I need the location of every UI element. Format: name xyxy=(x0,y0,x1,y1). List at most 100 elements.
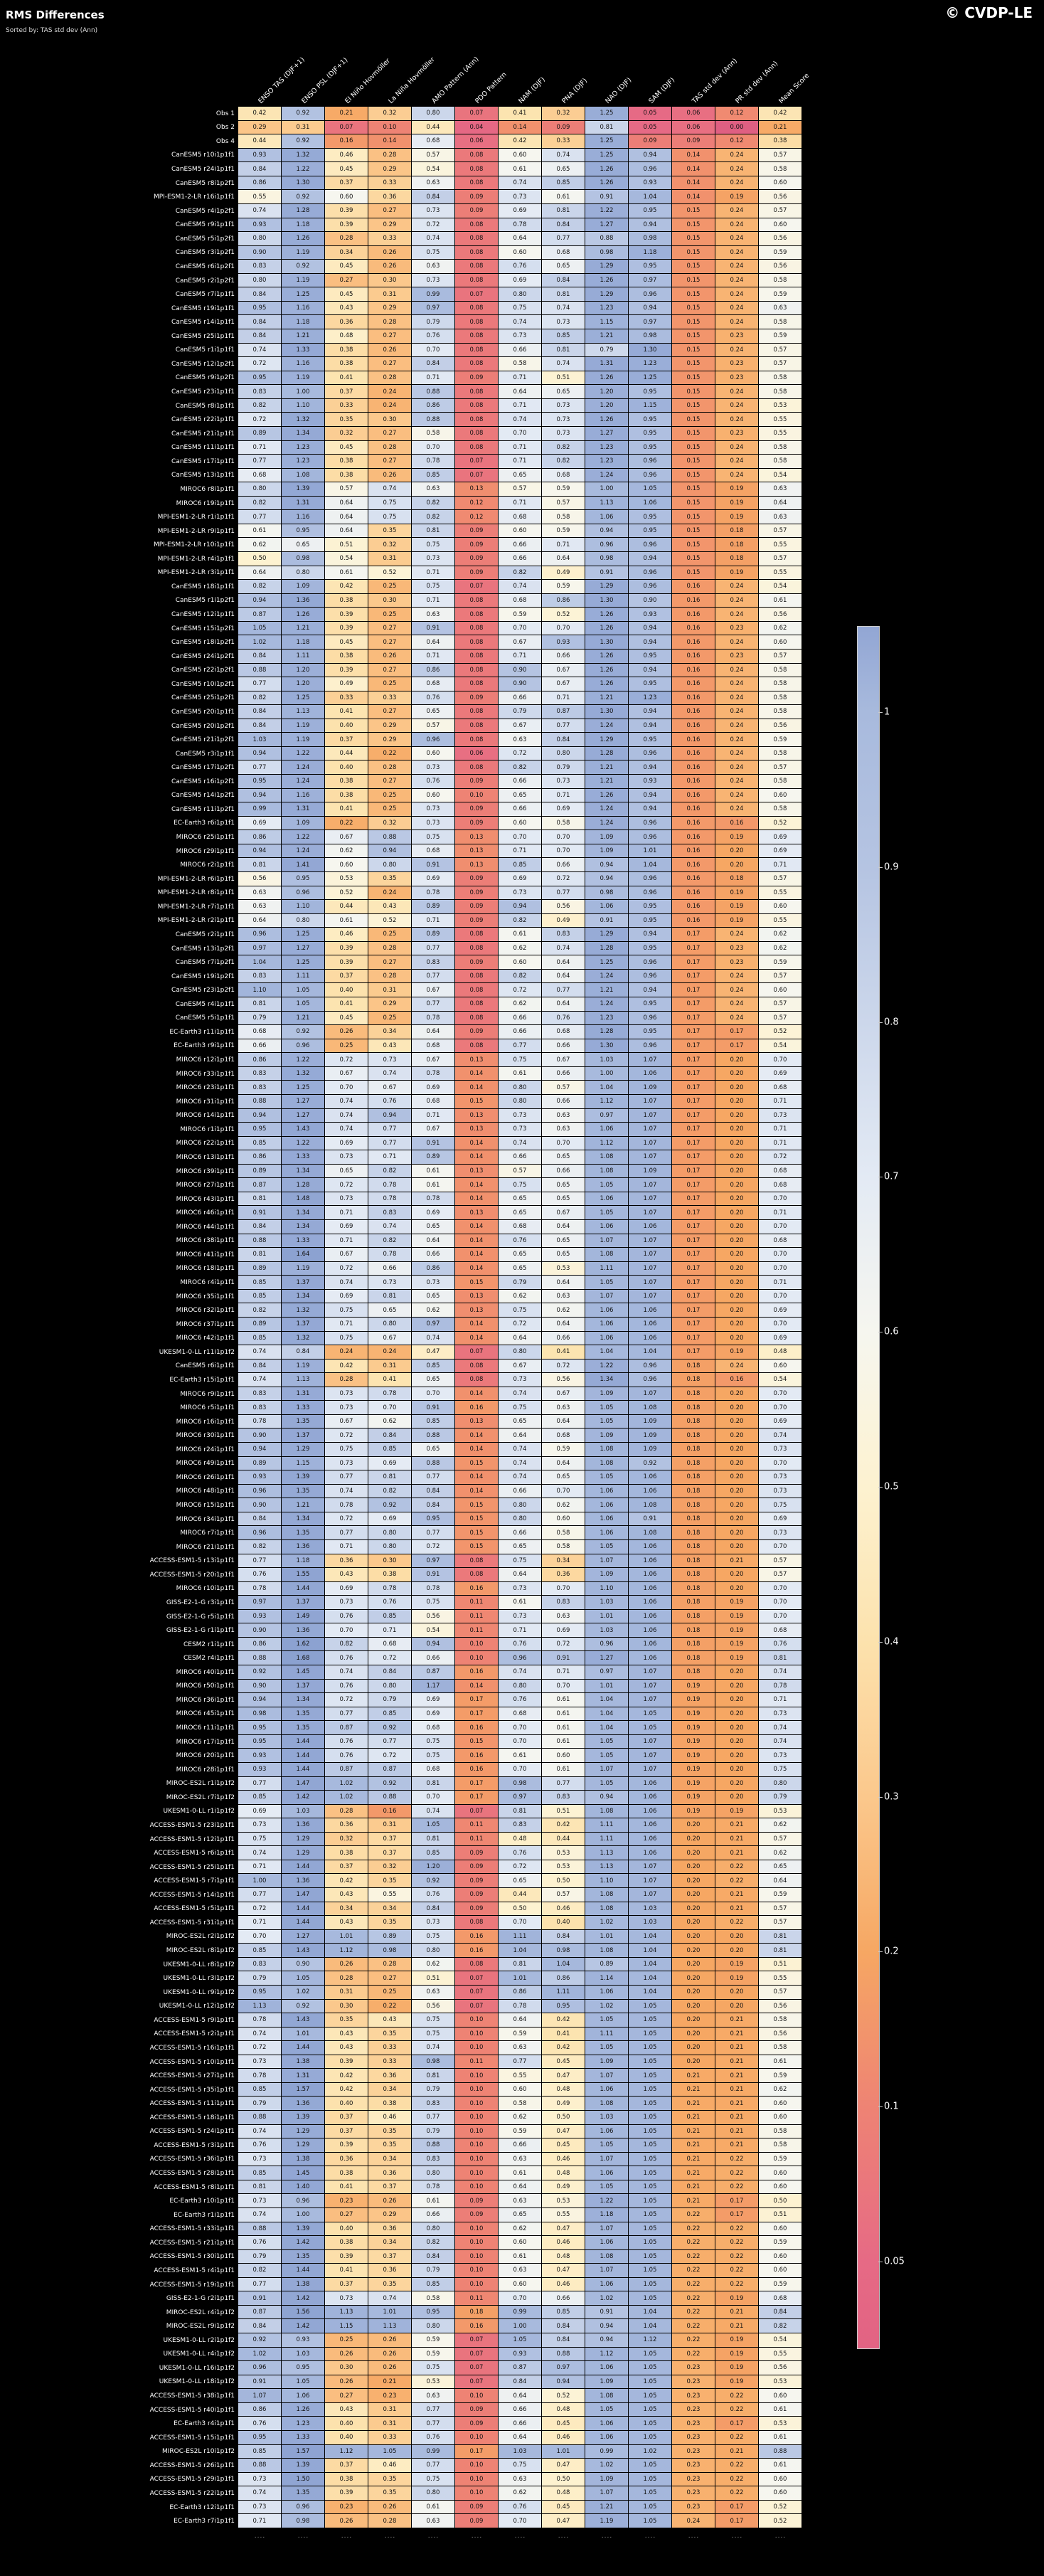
heatmap-cell: 0.17 xyxy=(672,1108,715,1123)
heatmap-cell: 0.73 xyxy=(759,1443,802,1457)
heatmap-cell: 1.05 xyxy=(585,1749,629,1763)
heatmap-cell: 0.27 xyxy=(368,426,412,441)
heatmap-cell: 1.26 xyxy=(585,788,629,803)
row-label: UKESM1-0-LL r12i1p1f2 xyxy=(159,2003,235,2010)
heatmap-cell: 0.60 xyxy=(759,2097,802,2111)
heatmap-cell: 1.05 xyxy=(629,2500,672,2515)
heatmap-cell: 0.95 xyxy=(412,1512,455,1527)
row-label: MIROC-ES2L r7i1p1f2 xyxy=(166,1793,235,1801)
heatmap-cell: 0.57 xyxy=(759,969,802,984)
heatmap-cell: 1.05 xyxy=(585,1776,629,1791)
heatmap-cell: 0.93 xyxy=(629,775,672,789)
heatmap-cell: 0.42 xyxy=(499,134,542,149)
heatmap-cell: 0.79 xyxy=(238,1971,282,1986)
table-row: UKESM1-0-LL r1i1p1f2 0.69 1.03 0.28 0.16 0.74… xyxy=(0,1804,802,1819)
heatmap-cell: 0.28 xyxy=(368,760,412,775)
heatmap-cell: 0.16 xyxy=(672,719,715,733)
heatmap-cell: 0.14 xyxy=(499,120,542,135)
heatmap-cell: 1.00 xyxy=(499,2319,542,2333)
heatmap-cell: 0.52 xyxy=(542,608,585,622)
table-row: ACCESS-ESM1-5 r16i1p1f1 0.72 1.44 0.43 0.33 0… xyxy=(0,2041,802,2055)
heatmap-cell: 0.20 xyxy=(715,1539,759,1554)
table-row: EC-Earth3 r9i1p1f1 0.66 0.96 0.25 0.43 0.68 0.… xyxy=(0,1039,802,1054)
row-label: UKESM1-0-LL r3i1p1f2 xyxy=(163,1975,235,1983)
heatmap-cell: 1.44 xyxy=(282,1581,325,1596)
table-row: CanESM5 r20i1p1f1 0.84 1.13 0.41 0.27 0.65 0.0… xyxy=(0,705,802,719)
heatmap-cell: 0.72 xyxy=(325,1512,368,1527)
heatmap-cell: 0.67 xyxy=(542,677,585,691)
heatmap-cell: 0.74 xyxy=(499,1136,542,1151)
heatmap-cell: 0.79 xyxy=(412,2082,455,2097)
heatmap-cell: 0.70 xyxy=(499,1762,542,1777)
heatmap-cell: 0.59 xyxy=(412,2347,455,2362)
heatmap-cell: 0.14 xyxy=(455,1443,499,1457)
heatmap-cell: 1.08 xyxy=(585,1902,629,1917)
heatmap-cell: 0.20 xyxy=(715,1192,759,1207)
row-label: MIROC-ES2L r1i1p1f2 xyxy=(166,1780,235,1788)
heatmap-cell: 0.24 xyxy=(715,663,759,678)
heatmap-cell: 0.83 xyxy=(499,1818,542,1833)
row-label: MIROC6 r31i1p1f1 xyxy=(176,1098,235,1106)
heatmap-cell: 0.51 xyxy=(759,2207,802,2222)
heatmap-cell: 1.06 xyxy=(585,900,629,914)
heatmap-cell: 0.82 xyxy=(542,440,585,455)
heatmap-cell: 0.69 xyxy=(325,1289,368,1304)
heatmap-cell: 0.22 xyxy=(368,1999,412,2014)
table-row: UKESM1-0-LL r9i1p1f2 0.95 1.02 0.31 0.25 0.63… xyxy=(0,1985,802,2000)
heatmap-cell: 0.84 xyxy=(238,2319,282,2333)
heatmap-cell: 0.68 xyxy=(412,1039,455,1054)
heatmap-cell: 0.71 xyxy=(412,913,455,928)
heatmap-cell: 0.25 xyxy=(368,802,412,817)
row-label: MPI-ESM1-2-LR r8i1p1f1 xyxy=(157,889,235,897)
heatmap-cell: 0.30 xyxy=(368,593,412,608)
heatmap-cell: 0.20 xyxy=(715,1317,759,1332)
table-row: ACCESS-ESM1-5 r24i1p1f1 0.74 1.29 0.37 0.35 0… xyxy=(0,2124,802,2139)
table-row: ACCESS-ESM1-5 r3i1p1f1 0.76 1.29 0.39 0.35 0.… xyxy=(0,2138,802,2153)
heatmap-cell: 0.53 xyxy=(542,1860,585,1875)
table-row: CanESM5 r8i1p1f1 0.82 1.10 0.33 0.24 0.86 0.08… xyxy=(0,398,802,413)
heatmap-cell: 0.56 xyxy=(412,1609,455,1624)
heatmap-cell: 1.12 xyxy=(325,1944,368,1958)
heatmap-cell: 0.94 xyxy=(629,552,672,566)
heatmap-cell: 0.72 xyxy=(368,1749,412,1763)
heatmap-cell: 1.22 xyxy=(282,162,325,176)
heatmap-cell: 1.11 xyxy=(585,2027,629,2042)
heatmap-cell: 0.14 xyxy=(672,162,715,176)
heatmap-cell: 0.08 xyxy=(455,329,499,344)
truncation-dots: .... xyxy=(471,2533,483,2540)
heatmap-cell: 0.80 xyxy=(412,107,455,121)
heatmap-cell: 0.10 xyxy=(455,2389,499,2403)
heatmap-cell: 0.16 xyxy=(715,1373,759,1387)
heatmap-cell: 0.40 xyxy=(325,2417,368,2431)
heatmap-cell: 0.70 xyxy=(759,1387,802,1401)
heatmap-cell: 1.05 xyxy=(629,2430,672,2445)
heatmap-cell: 0.77 xyxy=(238,677,282,691)
heatmap-cell: 1.48 xyxy=(282,1192,325,1207)
heatmap-cell: 0.60 xyxy=(499,148,542,163)
heatmap-cell: 0.84 xyxy=(238,329,282,344)
heatmap-cell: 0.69 xyxy=(759,1512,802,1527)
heatmap-cell: 0.74 xyxy=(238,2207,282,2222)
table-row: UKESM1-0-LL r16i1p1f2 0.96 0.95 0.30 0.26 0.7… xyxy=(0,2361,802,2375)
heatmap-cell: 0.95 xyxy=(282,524,325,539)
heatmap-cell: 0.15 xyxy=(672,287,715,302)
heatmap-cell: 0.65 xyxy=(412,1289,455,1304)
heatmap-cell: 0.92 xyxy=(368,1721,412,1735)
heatmap-cell: 0.08 xyxy=(455,245,499,260)
column-header: PR std dev (Ann) xyxy=(733,59,779,105)
heatmap-cell: 1.19 xyxy=(282,245,325,260)
heatmap-cell: 0.17 xyxy=(672,1317,715,1332)
heatmap-cell: 0.94 xyxy=(629,719,672,733)
heatmap-cell: 1.08 xyxy=(585,1804,629,1819)
heatmap-cell: 0.74 xyxy=(499,1470,542,1485)
heatmap-cell: 0.65 xyxy=(759,1860,802,1875)
heatmap-cell: 0.84 xyxy=(759,2305,802,2320)
heatmap-cell: 0.61 xyxy=(499,162,542,176)
heatmap-cell: 0.40 xyxy=(325,2222,368,2237)
heatmap-cell: 0.67 xyxy=(325,830,368,844)
heatmap-cell: 0.21 xyxy=(715,2319,759,2333)
heatmap-cell: 0.78 xyxy=(238,1414,282,1429)
heatmap-cell: 0.98 xyxy=(238,1707,282,1722)
heatmap-cell: 1.27 xyxy=(282,941,325,956)
row-label: EC-Earth3 r9i1p1f1 xyxy=(174,1042,235,1050)
